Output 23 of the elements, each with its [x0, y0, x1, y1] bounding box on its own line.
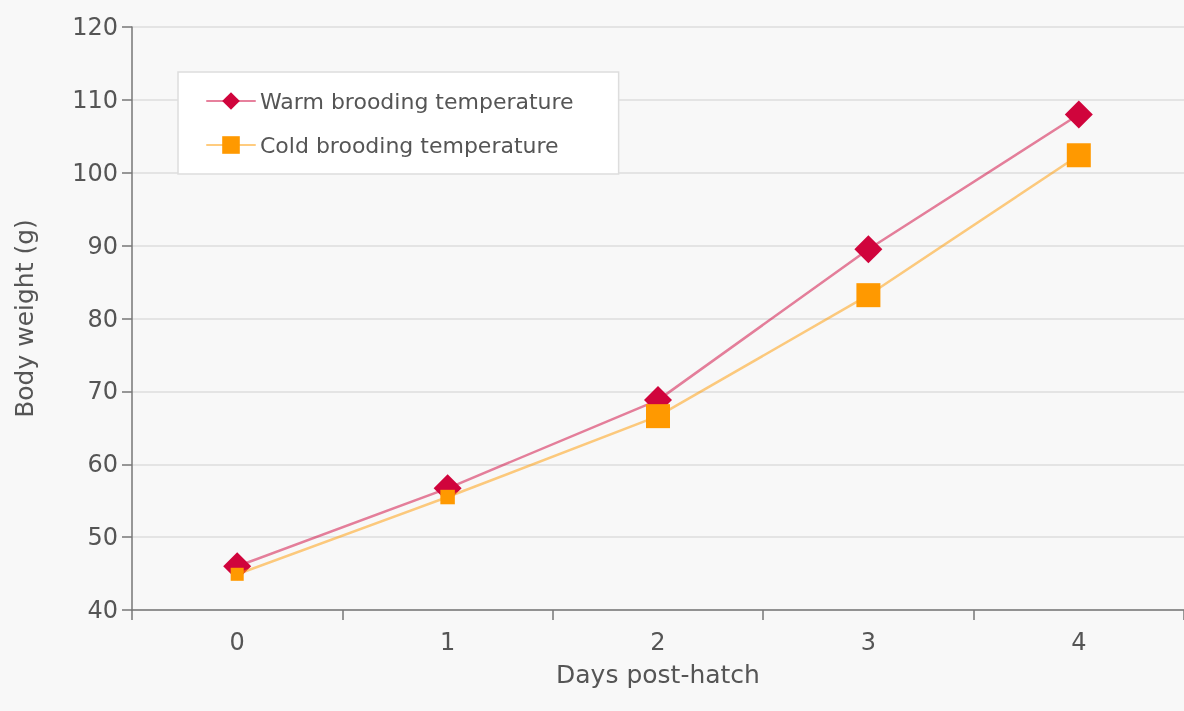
y-axis-title: Body weight (g)	[10, 219, 39, 418]
y-tick-label: 60	[87, 450, 118, 479]
y-tick-label: 80	[87, 304, 118, 333]
y-tick-label: 110	[72, 85, 118, 114]
point	[1066, 143, 1091, 168]
point	[854, 235, 883, 264]
x-axis-title: Days post-hatch	[556, 660, 760, 689]
x-tick-label: 1	[439, 628, 456, 656]
legend-label: Cold brooding temperature	[260, 132, 559, 158]
point	[1064, 100, 1093, 129]
x-tick-label: 4	[1071, 628, 1087, 656]
point	[856, 283, 881, 308]
x-tick-label: 2	[650, 628, 666, 656]
x-tick-label: 3	[860, 628, 877, 656]
y-tick-label: 50	[87, 523, 118, 552]
x-tick-label: 0	[229, 628, 245, 656]
legend-label: Warm brooding temperature	[260, 88, 574, 114]
point	[646, 404, 670, 429]
y-tick-label: 90	[87, 231, 118, 260]
y-tick-label: 70	[87, 377, 118, 406]
y-tick-label: 120	[72, 13, 118, 41]
y-tick-label: 40	[87, 596, 118, 624]
y-tick-label: 100	[72, 158, 118, 187]
